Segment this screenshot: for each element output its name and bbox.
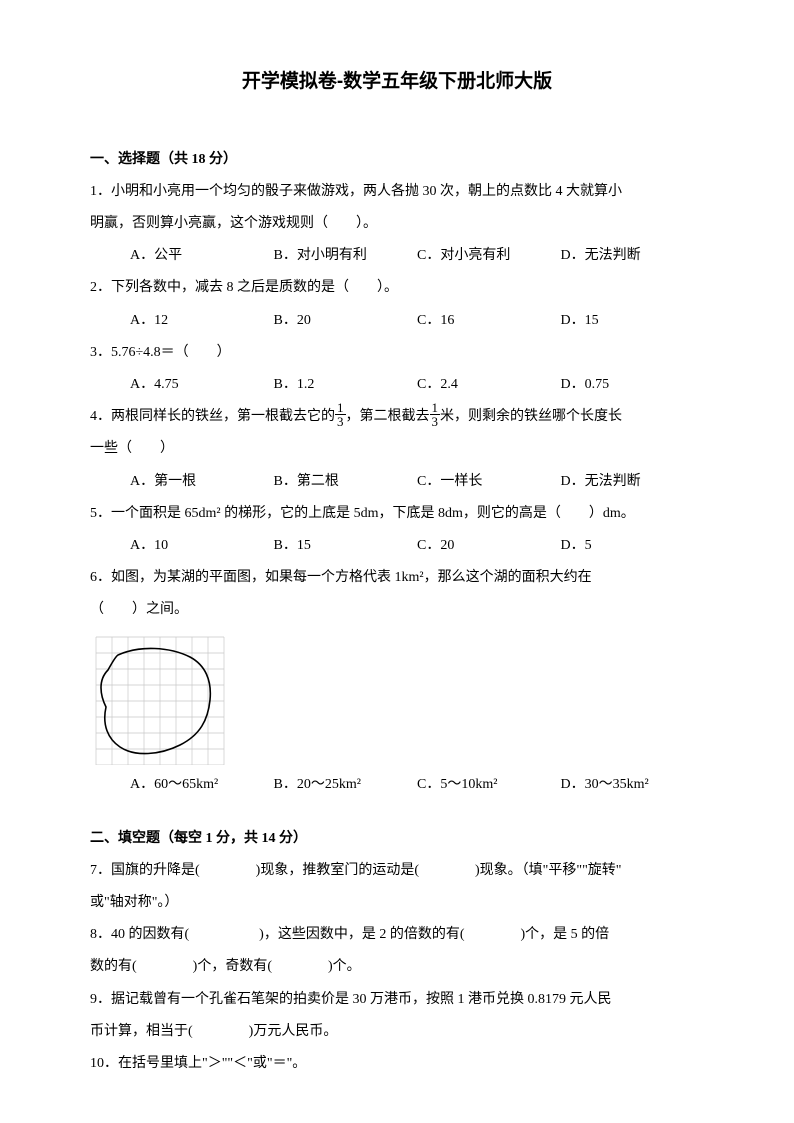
q6-opt-b: B．20～25km² [274,769,418,801]
q6-opt-c: C．5～10km² [417,769,561,801]
section2-header: 二、填空题（每空 1 分，共 14 分） [90,823,704,855]
q10-text: 10．在括号里填上"＞""＜"或"＝"。 [90,1048,704,1080]
q6-line2: （ ）之间。 [90,594,704,626]
q4-opt-c: C．一样长 [417,466,561,498]
page-title: 开学模拟卷-数学五年级下册北师大版 [90,60,704,104]
q5-opt-c: C．20 [417,530,561,562]
q4-options: A．第一根 B．第二根 C．一样长 D．无法判断 [90,466,704,498]
q4-line2: 一些（ ） [90,433,704,465]
q1-opt-d: D．无法判断 [561,240,705,272]
q8-line2: 数的有( )个，奇数有( )个。 [90,951,704,983]
q4-mid: ，第二根截去 [346,409,430,424]
q3-opt-c: C．2.4 [417,369,561,401]
q6-line1: 6．如图，为某湖的平面图，如果每一个方格代表 1km²，那么这个湖的面积大约在 [90,562,704,594]
fraction-1-3b: 13 [430,401,441,428]
q5-text: 5．一个面积是 65dm² 的梯形，它的上底是 5dm，下底是 8dm，则它的高… [90,498,704,530]
q1-opt-c: C．对小亮有利 [417,240,561,272]
q4-post: 米，则剩余的铁丝哪个长度长 [440,409,622,424]
q7-line1: 7．国旗的升降是( )现象，推教室门的运动是( )现象。（填"平移""旋转" [90,855,704,887]
q8-line1: 8．40 的因数有( )，这些因数中，是 2 的倍数的有( )个，是 5 的倍 [90,919,704,951]
q6-opt-d: D．30～35km² [561,769,705,801]
q4-opt-b: B．第二根 [274,466,418,498]
q9-line1: 9．据记载曾有一个孔雀石笔架的拍卖价是 30 万港币，按照 1 港币兑换 0.8… [90,984,704,1016]
q6-options: A．60～65km² B．20～25km² C．5～10km² D．30～35k… [90,769,704,801]
q2-text: 2．下列各数中，减去 8 之后是质数的是（ ）。 [90,272,704,304]
q1-line1: 1．小明和小亮用一个均匀的骰子来做游戏，两人各抛 30 次，朝上的点数比 4 大… [90,176,704,208]
q2-opt-d: D．15 [561,305,705,337]
section1-header: 一、选择题（共 18 分） [90,144,704,176]
q3-options: A．4.75 B．1.2 C．2.4 D．0.75 [90,369,704,401]
q2-opt-b: B．20 [274,305,418,337]
q6-opt-a: A．60～65km² [130,769,274,801]
q5-opt-d: D．5 [561,530,705,562]
q1-options: A．公平 B．对小明有利 C．对小亮有利 D．无法判断 [90,240,704,272]
q3-opt-b: B．1.2 [274,369,418,401]
lake-grid-figure [90,635,230,765]
fraction-1-3a: 13 [335,401,346,428]
q7-line2: 或"轴对称"。） [90,887,704,919]
q1-opt-a: A．公平 [130,240,274,272]
q3-opt-a: A．4.75 [130,369,274,401]
q4-line1: 4．两根同样长的铁丝，第一根截去它的13，第二根截去13米，则剩余的铁丝哪个长度… [90,401,704,433]
q5-opt-b: B．15 [274,530,418,562]
q2-options: A．12 B．20 C．16 D．15 [90,305,704,337]
q1-line2: 明赢，否则算小亮赢，这个游戏规则（ ）。 [90,208,704,240]
q4-pre: 4．两根同样长的铁丝，第一根截去它的 [90,409,335,424]
q3-opt-d: D．0.75 [561,369,705,401]
q4-opt-a: A．第一根 [130,466,274,498]
q2-opt-c: C．16 [417,305,561,337]
q5-opt-a: A．10 [130,530,274,562]
q2-opt-a: A．12 [130,305,274,337]
q5-options: A．10 B．15 C．20 D．5 [90,530,704,562]
q3-text: 3．5.76÷4.8＝（ ） [90,337,704,369]
q1-opt-b: B．对小明有利 [274,240,418,272]
q4-opt-d: D．无法判断 [561,466,705,498]
q9-line2: 币计算，相当于( )万元人民币。 [90,1016,704,1048]
